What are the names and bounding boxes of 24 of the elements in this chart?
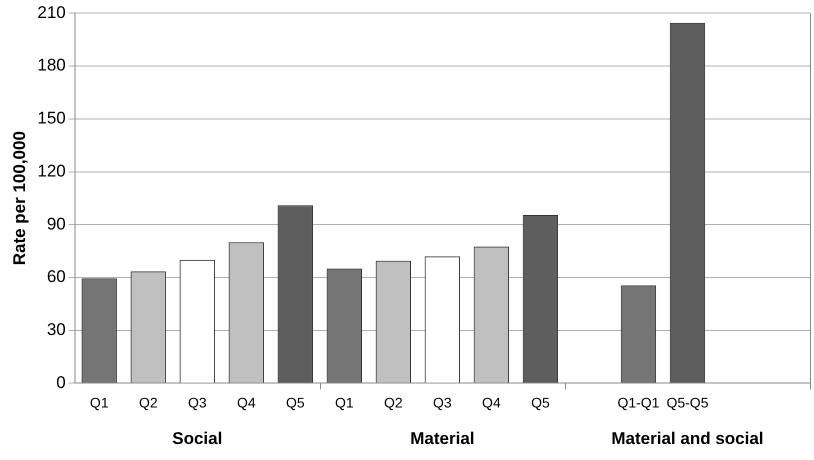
y-tick-label: 210 [37, 2, 66, 22]
text: Social [172, 428, 222, 448]
y-tick-label: 120 [37, 161, 66, 180]
y-tick-label: 90 [46, 214, 66, 234]
x-tick-label: Q2 [138, 394, 158, 410]
x-tick-label: Q4 [236, 394, 256, 410]
x-tick-label: Q5-Q5 [666, 394, 709, 410]
y-tick-label: 60 [46, 267, 66, 286]
x-tick-label: Q4 [482, 394, 501, 410]
text: Material [410, 428, 475, 448]
y-tick-label: 30 [46, 320, 66, 340]
x-tick-label: Q1 [90, 394, 109, 410]
y-tick-label: 0 [56, 372, 66, 392]
y-tick-label: 180 [37, 56, 66, 75]
x-tick-label: Q3 [188, 394, 207, 410]
x-tick-label: Q5 [286, 394, 305, 410]
x-tick-label: Q5 [531, 394, 550, 410]
x-tick-label: Q1-Q1 [617, 394, 660, 410]
x-tick-label: Q3 [433, 394, 452, 410]
text: Material and social [611, 428, 764, 448]
y-axis-title: Rate per 100,000 [10, 131, 29, 266]
x-tick-label: Q1 [335, 394, 354, 410]
x-tick-label: Q2 [384, 394, 403, 410]
y-tick-label: 150 [37, 108, 66, 128]
